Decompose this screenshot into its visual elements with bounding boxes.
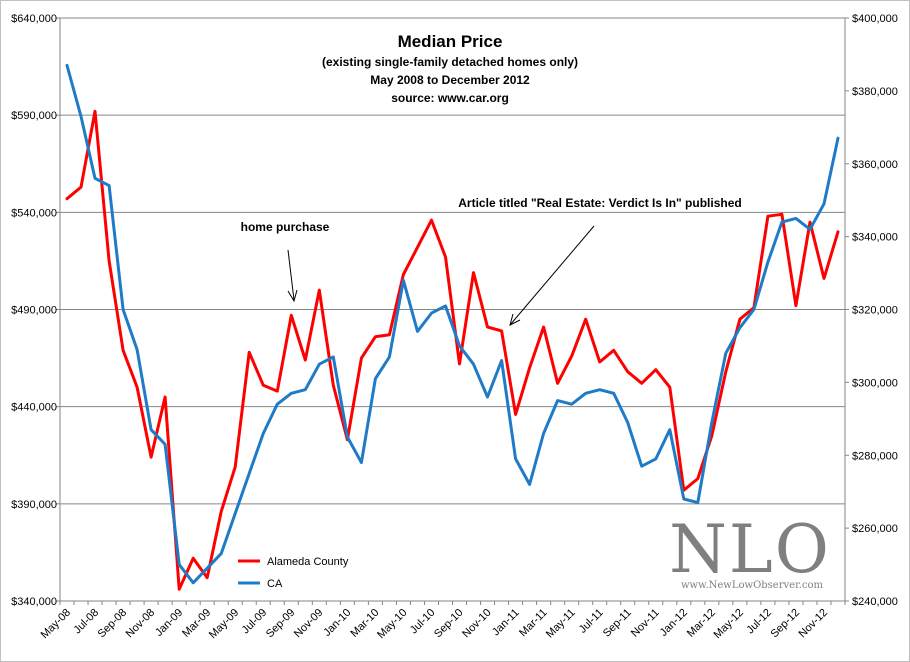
right-tick-label-360000: $360,000: [852, 159, 898, 171]
left-tick-label-340000: $340,000: [11, 596, 57, 608]
left-axis-ticks: $340,000 $390,000 $440,000 $490,000 $540,000…: [11, 13, 60, 608]
right-tick-label-240000: $240,000: [852, 596, 898, 608]
legend-label-ca: CA: [267, 578, 283, 590]
left-tick-label-490000: $490,000: [11, 305, 57, 317]
left-tick-label-640000: $640,000: [11, 13, 57, 25]
right-tick-label-260000: $260,000: [852, 523, 898, 535]
right-tick-label-400000: $400,000: [852, 13, 898, 25]
left-tick-label-590000: $590,000: [11, 110, 57, 122]
right-tick-label-280000: $280,000: [852, 450, 898, 462]
right-tick-label-380000: $380,000: [852, 86, 898, 98]
series-group: [65, 63, 840, 591]
left-tick-label-440000: $440,000: [11, 402, 57, 414]
annotation-home-purchase-arrow: [287, 249, 295, 301]
annotation-article-arrow: [509, 225, 595, 326]
left-tick-label-390000: $390,000: [11, 499, 57, 511]
annotation-article-published: Article titled "Real Estate: Verdict Is …: [458, 196, 741, 210]
left-tick-label-540000: $540,000: [11, 207, 57, 219]
right-axis-ticks: $240,000 $260,000 $280,000 $300,000 $320,000…: [845, 13, 898, 608]
watermark-url: www.NewLowObserver.com: [681, 580, 824, 591]
chart-subtitle-2: May 2008 to December 2012: [370, 73, 530, 87]
chart-subtitle-3: source: www.car.org: [391, 91, 509, 105]
chart-title: Median Price: [398, 32, 503, 51]
annotation-home-purchase-arrowhead: [287, 289, 298, 303]
right-tick-label-340000: $340,000: [852, 232, 898, 244]
series-line-ca: [65, 63, 840, 585]
watermark: NLO www.NewLowObserver.com: [669, 511, 831, 591]
annotation-article-arrowhead: [509, 313, 521, 326]
watermark-logo: NLO: [669, 511, 831, 588]
legend: Alameda County CA: [238, 556, 349, 590]
chart-subtitle-1: (existing single-family detached homes o…: [322, 55, 578, 69]
right-tick-label-320000: $320,000: [852, 305, 898, 317]
annotation-home-purchase: home purchase: [241, 220, 330, 234]
right-tick-label-300000: $300,000: [852, 377, 898, 389]
legend-label-alameda: Alameda County: [267, 556, 349, 568]
